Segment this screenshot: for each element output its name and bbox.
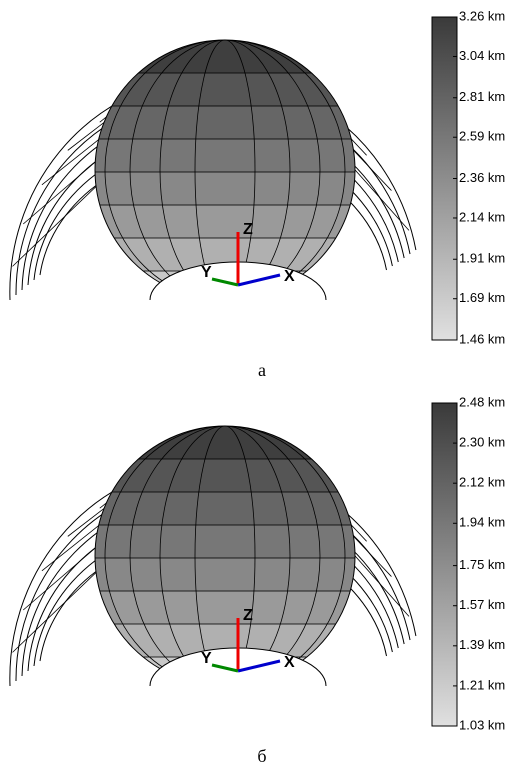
- panel: Z X Y 3.26 km 3.04 km 2.81 km 2.59 km 2.36 km 2.…: [10, 8, 505, 380]
- colorbar-label: 2.81 km: [459, 89, 505, 104]
- colorbar-label: 1.46 km: [459, 331, 505, 346]
- colorbar-label: 2.48 km: [459, 394, 505, 409]
- colorbar-label: 1.94 km: [459, 515, 505, 530]
- colorbar-label: 1.57 km: [459, 597, 505, 612]
- axis-label: Y: [201, 650, 212, 667]
- sphere-band: [90, 40, 360, 74]
- figure: Z X Y 3.26 km 3.04 km 2.81 km 2.59 km 2.36 km 2.…: [0, 0, 524, 767]
- colorbar-label: 2.12 km: [459, 475, 505, 490]
- colorbar-label: 1.39 km: [459, 637, 505, 652]
- colorbar-label: 1.91 km: [459, 251, 505, 266]
- colorbar-label: 1.75 km: [459, 557, 505, 572]
- colorbar-label: 1.69 km: [459, 290, 505, 305]
- axis-label: Z: [243, 607, 253, 624]
- axis-label: X: [284, 654, 295, 671]
- colorbar-label: 1.03 km: [459, 717, 505, 732]
- axis-label: Y: [201, 264, 212, 281]
- colorbar-label: 2.14 km: [459, 209, 505, 224]
- panel: Z X Y 2.48 km 2.30 km 2.12 km 1.94 km 1.75 km 1.…: [10, 394, 505, 766]
- colorbar-label: 3.04 km: [459, 48, 505, 63]
- page: Z X Y 3.26 km 3.04 km 2.81 km 2.59 km 2.36 km 2.…: [0, 0, 524, 767]
- sphere-band: [90, 591, 360, 625]
- caption: а: [258, 360, 266, 380]
- cutout: [140, 686, 340, 736]
- colorbar-label: 2.30 km: [459, 435, 505, 450]
- axis-label: Z: [243, 221, 253, 238]
- sphere-band: [90, 426, 360, 460]
- colorbar-label: 2.36 km: [459, 170, 505, 185]
- sphere-band: [90, 205, 360, 239]
- sphere-band: [90, 492, 360, 526]
- axis-label: X: [284, 268, 295, 285]
- colorbar-label: 1.21 km: [459, 677, 505, 692]
- colorbar: [432, 403, 457, 726]
- sphere-band: [90, 106, 360, 140]
- cutout: [140, 300, 340, 350]
- colorbar-label: 3.26 km: [459, 8, 505, 23]
- colorbar-label: 2.59 km: [459, 129, 505, 144]
- caption: б: [257, 746, 266, 766]
